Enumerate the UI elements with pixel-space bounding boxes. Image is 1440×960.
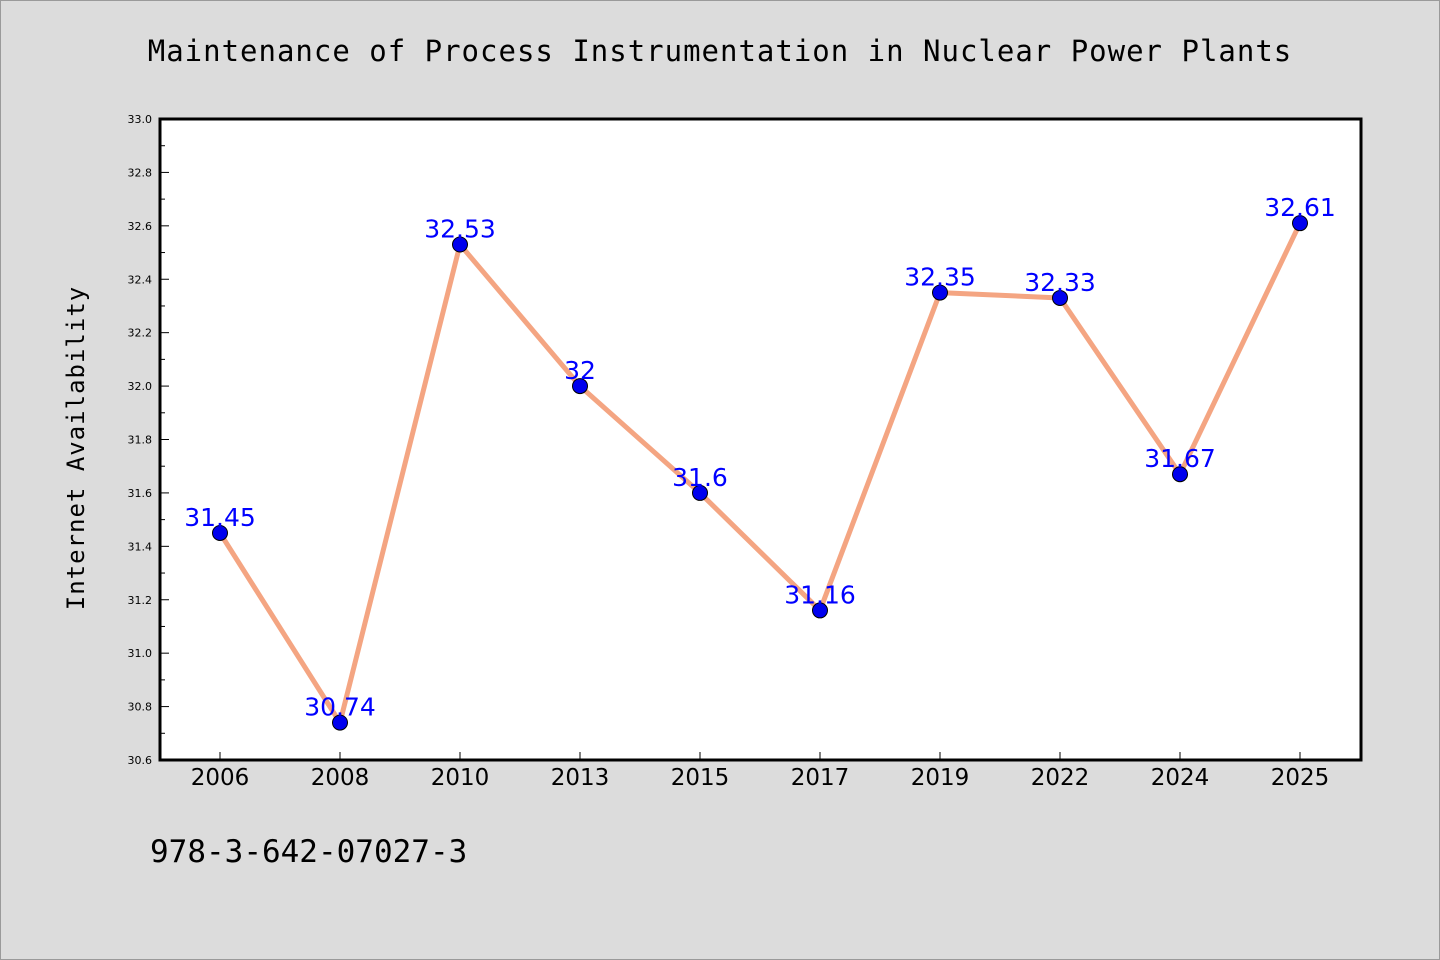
y-tick-label: 31.8 bbox=[128, 434, 153, 447]
data-point bbox=[1292, 215, 1308, 232]
data-point bbox=[692, 484, 708, 501]
x-tick-label: 2024 bbox=[1151, 765, 1210, 791]
data-label: 32.33 bbox=[1024, 268, 1096, 297]
x-tick-label: 2013 bbox=[551, 765, 610, 791]
x-tick-label: 2006 bbox=[191, 765, 250, 791]
data-point bbox=[212, 524, 228, 541]
data-label: 30.74 bbox=[304, 693, 376, 722]
y-tick-label: 30.8 bbox=[128, 701, 153, 714]
x-tick-label: 2019 bbox=[911, 765, 970, 791]
y-tick-label: 32.6 bbox=[128, 220, 153, 233]
data-label: 31.16 bbox=[784, 580, 856, 609]
series-layer bbox=[212, 215, 1308, 731]
y-tick-label: 31.0 bbox=[128, 647, 153, 660]
data-label: 31.6 bbox=[672, 463, 728, 492]
data-label: 32.61 bbox=[1264, 193, 1336, 222]
data-point bbox=[572, 378, 588, 395]
y-tick-label: 32.4 bbox=[128, 273, 153, 286]
data-point bbox=[1052, 289, 1068, 306]
data-point bbox=[332, 714, 348, 731]
data-label: 32.35 bbox=[904, 263, 976, 292]
plot-area bbox=[158, 117, 1363, 762]
y-tick-label: 32.8 bbox=[128, 166, 153, 179]
data-label: 31.67 bbox=[1144, 444, 1216, 473]
y-tick-label: 32.2 bbox=[128, 327, 153, 340]
y-tick-label: 30.6 bbox=[128, 754, 153, 767]
data-point bbox=[932, 284, 948, 301]
data-labels-layer: 31.45 30.74 32.53 32 31.6 31.16 32.35 32.33 31.6… bbox=[184, 193, 1336, 721]
data-point bbox=[1172, 466, 1188, 483]
data-label: 31.45 bbox=[184, 503, 256, 532]
chart-title: Maintenance of Process Instrumentation i… bbox=[147, 34, 1293, 68]
y-tick-label: 31.4 bbox=[128, 540, 153, 553]
x-tick-label: 2025 bbox=[1271, 765, 1330, 791]
x-tick-label: 2010 bbox=[431, 765, 490, 791]
x-tick-label: 2015 bbox=[671, 765, 730, 791]
y-tick-label: 31.2 bbox=[128, 594, 153, 607]
data-point bbox=[812, 602, 828, 619]
x-tick-label: 2017 bbox=[791, 765, 850, 791]
data-label: 32.53 bbox=[424, 215, 496, 244]
y-tick-label: 33.0 bbox=[128, 113, 153, 126]
data-point bbox=[452, 236, 468, 253]
data-label: 32 bbox=[564, 356, 596, 385]
y-tick-label: 31.6 bbox=[128, 487, 153, 500]
x-tick-label: 2022 bbox=[1031, 765, 1090, 791]
footer-code: 978-3-642-07027-3 bbox=[150, 834, 468, 870]
y-axis: 30.6 30.8 31.0 31.2 31.4 31.6 31.8 32.0 32.2 32.4… bbox=[128, 113, 169, 767]
x-tick-label: 2008 bbox=[311, 765, 370, 791]
x-axis: 2006 2008 2010 2013 2015 2017 2019 2022 2024 2025 bbox=[191, 752, 1330, 791]
y-tick-label: 32.0 bbox=[128, 380, 153, 393]
series-line bbox=[217, 220, 1303, 726]
